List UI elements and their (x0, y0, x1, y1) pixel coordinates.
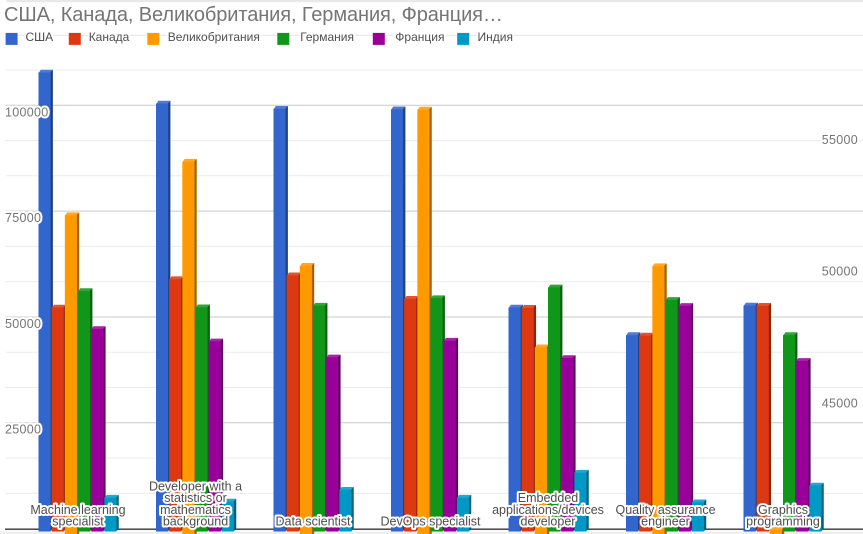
svg-text:Канада: Канада (89, 30, 130, 44)
svg-text:engineer: engineer (641, 515, 690, 529)
svg-text:developer: developer (521, 515, 576, 529)
svg-text:45000: 45000 (822, 397, 858, 411)
svg-text:Германия: Германия (300, 30, 354, 44)
svg-text:programming: programming (746, 515, 820, 529)
svg-text:США: США (26, 30, 54, 44)
svg-text:Франция: Франция (395, 30, 444, 44)
svg-text:Quality assurance: Quality assurance (615, 503, 715, 517)
svg-text:Graphics: Graphics (758, 503, 808, 517)
svg-text:50000: 50000 (822, 264, 858, 278)
svg-text:Machine learning: Machine learning (30, 503, 125, 517)
svg-text:statistics or: statistics or (164, 491, 227, 505)
svg-text:100000: 100000 (5, 105, 49, 119)
svg-text:Data scientist: Data scientist (275, 515, 351, 529)
svg-text:background: background (163, 515, 228, 529)
svg-text:США, Канада, Великобритания, Г: США, Канада, Великобритания, Германия, Ф… (4, 4, 503, 26)
svg-text:50000: 50000 (5, 317, 41, 331)
svg-text:Developer with a: Developer with a (149, 479, 242, 493)
svg-text:Embedded: Embedded (518, 491, 579, 505)
svg-text:mathematics: mathematics (160, 503, 231, 517)
svg-text:applications/devices: applications/devices (492, 503, 604, 517)
svg-text:DevOps specialist: DevOps specialist (380, 515, 481, 529)
svg-text:75000: 75000 (5, 211, 41, 225)
svg-text:55000: 55000 (822, 133, 858, 147)
svg-text:25000: 25000 (5, 423, 41, 437)
svg-text:specialist: specialist (52, 515, 104, 529)
svg-text:Индия: Индия (478, 30, 513, 44)
svg-text:Великобритания: Великобритания (168, 30, 260, 44)
